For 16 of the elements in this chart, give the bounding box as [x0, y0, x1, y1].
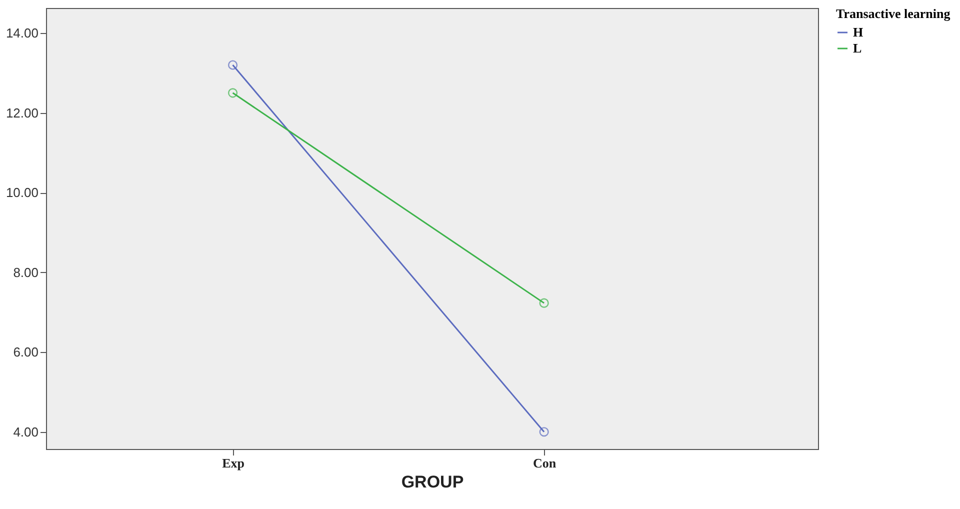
- y-tick-label: 6.00: [13, 344, 38, 360]
- legend-label: H: [853, 24, 864, 40]
- y-tick-label: 8.00: [13, 264, 38, 280]
- x-tick-label: Con: [533, 456, 557, 470]
- legend-label: L: [853, 40, 862, 56]
- legend-title: Transactive learning: [836, 6, 951, 21]
- y-tick-label: 14.00: [6, 26, 38, 41]
- point: [539, 298, 549, 308]
- y-tick-label: 4.00: [13, 424, 38, 440]
- point: [228, 60, 238, 70]
- y-tick-label: 10.00: [6, 185, 38, 200]
- y-tick-label: 12.00: [6, 105, 38, 120]
- x-tick-label: Exp: [222, 456, 244, 470]
- point: [228, 88, 238, 98]
- point: [539, 427, 549, 437]
- x-axis-title: GROUP: [401, 472, 464, 492]
